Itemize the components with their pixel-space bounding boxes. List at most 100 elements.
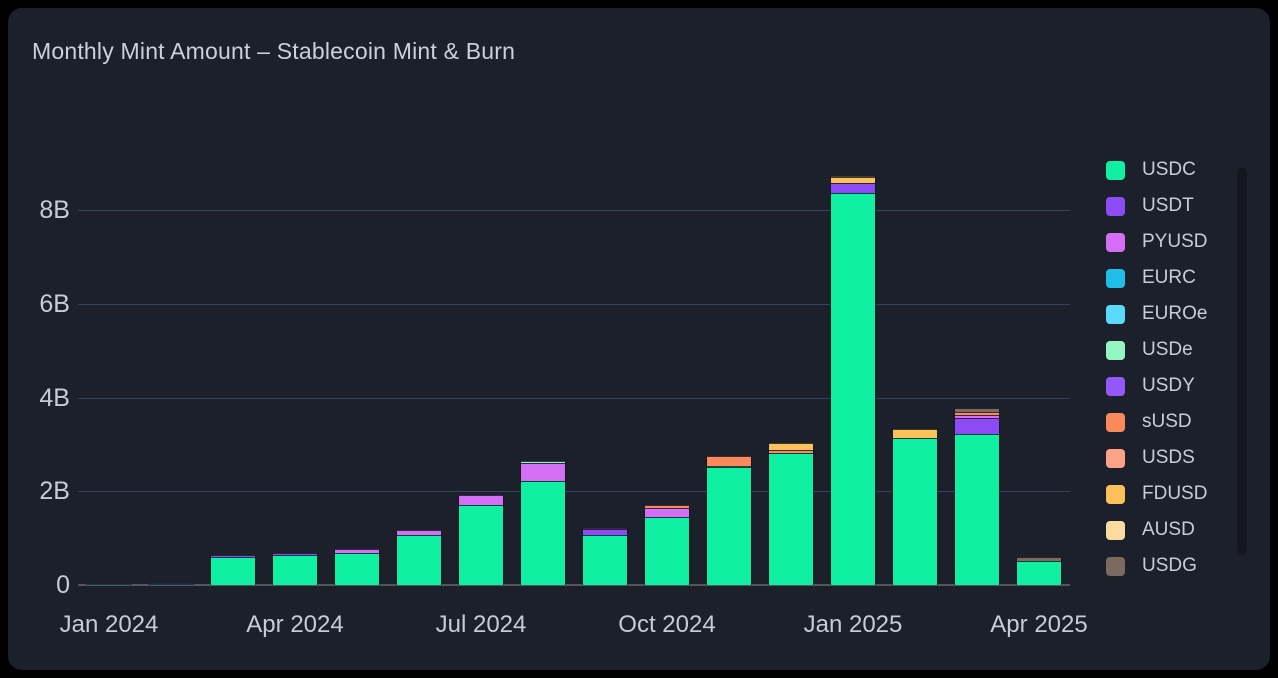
legend-item-usde[interactable]: USDe xyxy=(1106,332,1207,368)
x-axis-tick-label: Jan 2025 xyxy=(803,611,903,638)
legend-item-usdg[interactable]: USDG xyxy=(1106,548,1207,584)
bar-segment-ausd[interactable] xyxy=(831,176,875,178)
bar-dec-2024 xyxy=(768,443,814,585)
bar-segment-usdc[interactable] xyxy=(583,534,627,585)
bar-oct-2024 xyxy=(644,505,690,585)
legend-swatch-icon xyxy=(1106,196,1125,216)
legend-item-usdy[interactable]: USDY xyxy=(1106,368,1207,404)
bar-feb-2025 xyxy=(892,429,938,585)
legend-swatch-icon xyxy=(1106,448,1125,468)
bar-segment-usdc[interactable] xyxy=(87,584,131,585)
x-axis-tick-label: Apr 2024 xyxy=(246,611,344,638)
bar-segment-pyusd[interactable] xyxy=(459,495,503,505)
x-axis-tick-label: Jan 2024 xyxy=(59,611,159,638)
bar-apr-2025 xyxy=(1016,557,1062,585)
legend-label: PYUSD xyxy=(1142,231,1208,252)
bar-segment-pyusd[interactable] xyxy=(645,508,689,518)
bar-segment-susd[interactable] xyxy=(707,456,751,466)
legend-item-usdc[interactable]: USDC xyxy=(1106,152,1207,188)
bar-segment-usdt[interactable] xyxy=(955,417,999,434)
bar-jan-2025 xyxy=(830,176,876,585)
bar-segment-fdusd[interactable] xyxy=(893,429,937,438)
chart-title: Monthly Mint Amount – Stablecoin Mint & … xyxy=(32,38,516,64)
legend-swatch-icon xyxy=(1106,412,1125,432)
bar-jul-2024 xyxy=(458,495,504,585)
bar-segment-usdc[interactable] xyxy=(459,504,503,585)
legend-item-susd[interactable]: sUSD xyxy=(1106,404,1207,440)
legend-item-usds[interactable]: USDS xyxy=(1106,440,1207,476)
legend-label: USDe xyxy=(1142,339,1193,360)
bar-segment-usdc[interactable] xyxy=(893,437,937,585)
legend-swatch-icon xyxy=(1106,304,1125,324)
legend: USDC USDT PYUSD EURC EUROe USDe USDY sUSD USDS FD… xyxy=(1106,152,1207,584)
bar-segment-usdt[interactable] xyxy=(831,183,875,194)
legend-item-fdusd[interactable]: FDUSD xyxy=(1106,476,1207,512)
bar-segment-susd[interactable] xyxy=(645,505,689,509)
x-axis-tick-label: Jul 2024 xyxy=(435,611,527,638)
bar-segment-fdusd[interactable] xyxy=(831,177,875,184)
y-axis-tick-label: 4B xyxy=(39,383,70,412)
chart-card: Monthly Mint Amount – Stablecoin Mint & … xyxy=(8,8,1270,670)
x-axis-line xyxy=(78,584,1070,586)
bar-segment-pyusd[interactable] xyxy=(397,530,441,536)
bar-segment-usde[interactable] xyxy=(707,465,751,468)
bar-segment-usdt[interactable] xyxy=(273,553,317,556)
bar-segment-usdc[interactable] xyxy=(397,535,441,585)
bar-segment-pyusd[interactable] xyxy=(335,549,379,554)
bar-segment-susd[interactable] xyxy=(955,411,999,416)
bar-segment-usdt[interactable] xyxy=(583,529,627,535)
legend-item-euroe[interactable]: EUROe xyxy=(1106,296,1207,332)
legend-scrollbar-thumb[interactable] xyxy=(1237,168,1247,555)
bar-jun-2024 xyxy=(396,530,442,585)
bar-segment-usdc[interactable] xyxy=(149,584,193,585)
bar-segment-usdc[interactable] xyxy=(831,193,875,585)
bar-segment-usde[interactable] xyxy=(521,461,565,464)
bar-segment-susd[interactable] xyxy=(769,450,813,454)
gridline xyxy=(78,210,1070,212)
bar-segment-usdc[interactable] xyxy=(645,517,689,585)
bar-segment-usdt[interactable] xyxy=(211,555,255,557)
bar-segment-usdc[interactable] xyxy=(335,553,379,585)
bar-aug-2024 xyxy=(520,461,566,585)
bar-segment-usdg[interactable] xyxy=(1017,557,1061,561)
bar-feb-2024 xyxy=(148,583,194,585)
legend-label: USDC xyxy=(1142,159,1196,180)
bar-jan-2024 xyxy=(86,584,132,585)
legend-swatch-icon xyxy=(1106,232,1125,252)
bar-apr-2024 xyxy=(272,553,318,585)
bar-segment-pyusd[interactable] xyxy=(521,463,565,481)
plot-area: 0 2B 4B 6B 8B Jan 2024 Apr 2024 Jul 2024 Oct 202… xyxy=(8,8,1270,670)
bar-segment-pyusd[interactable] xyxy=(955,415,999,418)
legend-item-eurc[interactable]: EURC xyxy=(1106,260,1207,296)
bar-segment-usdc[interactable] xyxy=(273,555,317,585)
legend-label: EURC xyxy=(1142,267,1196,288)
bar-segment-usdc[interactable] xyxy=(769,453,813,585)
legend-label: FDUSD xyxy=(1142,483,1208,504)
bar-segment-fdusd[interactable] xyxy=(769,443,813,451)
bar-segment-usdc[interactable] xyxy=(211,556,255,585)
bar-segment-pyusd[interactable] xyxy=(583,528,627,530)
legend-label: EUROe xyxy=(1142,303,1208,324)
legend-swatch-icon xyxy=(1106,520,1125,540)
legend-swatch-icon xyxy=(1106,376,1125,396)
bar-segment-usdc[interactable] xyxy=(707,467,751,585)
gridline xyxy=(78,397,1070,399)
legend-swatch-icon xyxy=(1106,340,1125,360)
bar-segment-usdg[interactable] xyxy=(955,407,999,412)
legend-item-ausd[interactable]: AUSD xyxy=(1106,512,1207,548)
bar-segment-usdc[interactable] xyxy=(1017,560,1061,585)
legend-label: USDY xyxy=(1142,375,1195,396)
legend-label: USDG xyxy=(1142,555,1197,576)
legend-label: USDS xyxy=(1142,447,1195,468)
legend-item-pyusd[interactable]: PYUSD xyxy=(1106,224,1207,260)
bar-nov-2024 xyxy=(706,456,752,585)
bar-segment-usdc[interactable] xyxy=(955,433,999,585)
bar-segment-usdc[interactable] xyxy=(521,480,565,585)
legend-item-usdt[interactable]: USDT xyxy=(1106,188,1207,224)
y-axis-tick-label: 0 xyxy=(56,571,70,599)
gridline xyxy=(78,491,1070,493)
bar-segment-usdt[interactable] xyxy=(149,583,193,584)
y-axis-tick-label: 6B xyxy=(39,289,70,318)
y-axis-tick-label: 8B xyxy=(39,196,70,225)
